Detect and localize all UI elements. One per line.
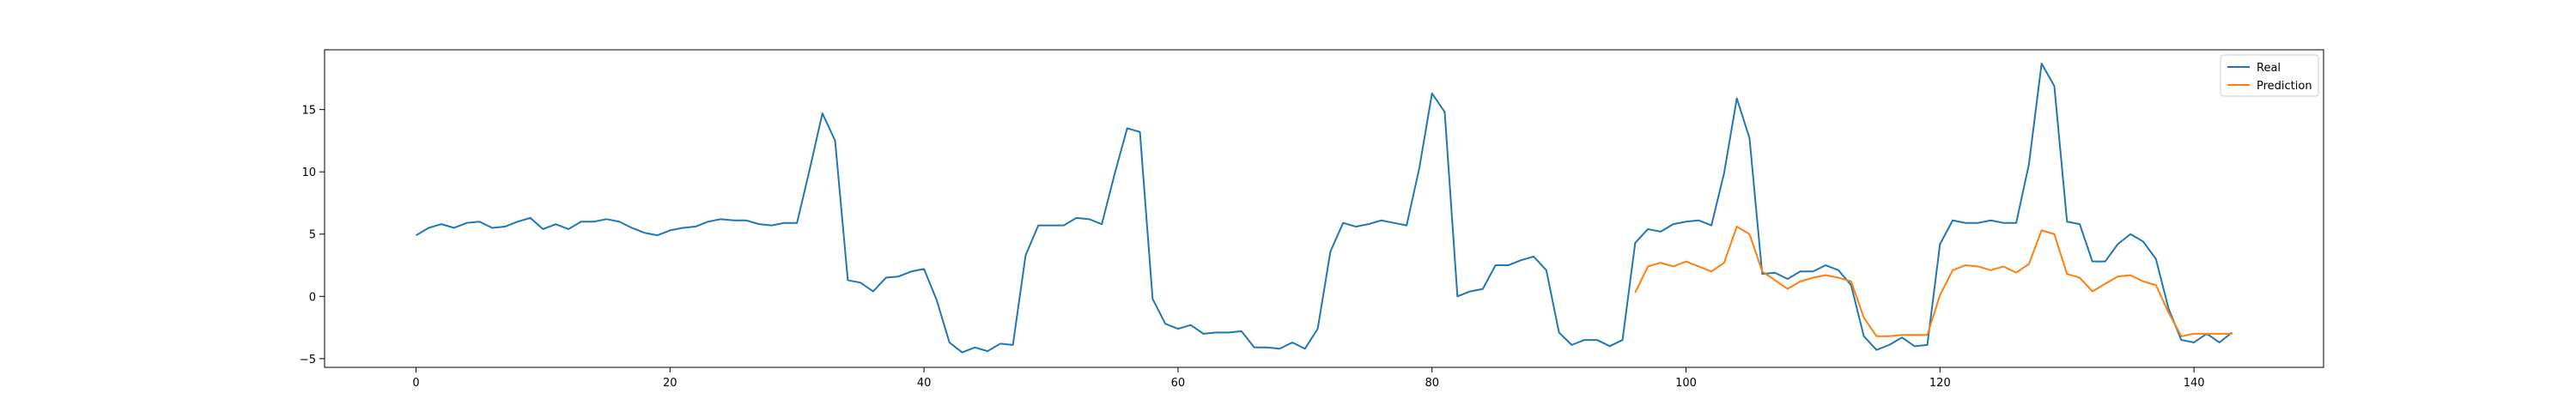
series-line-prediction <box>1634 226 2233 337</box>
y-tick-label: 5 <box>309 229 316 242</box>
x-tick-label: 120 <box>1929 377 1951 390</box>
x-tick-label: 100 <box>1675 377 1697 390</box>
x-tick-label: 140 <box>2184 377 2205 390</box>
x-tick-label: 20 <box>663 377 677 390</box>
y-tick-label: 15 <box>301 105 316 118</box>
y-tick-label: 0 <box>309 291 316 304</box>
x-tick-label: 0 <box>412 377 419 390</box>
series-lines <box>415 62 2233 354</box>
x-tick-label: 40 <box>917 377 932 390</box>
legend: Real Prediction <box>2220 54 2319 97</box>
series-line-real <box>415 62 2233 354</box>
x-tick-label: 80 <box>1425 377 1439 390</box>
y-tick-label: 10 <box>301 167 316 179</box>
x-tick-label: 60 <box>1171 377 1186 390</box>
legend-label-prediction: Prediction <box>2257 80 2312 93</box>
legend-label-real: Real <box>2257 62 2281 75</box>
y-tick-label: −5 <box>300 354 316 367</box>
plot-frame <box>324 49 2324 368</box>
axes: 0 20 40 60 80 100 120 140 −5 0 5 10 15 <box>300 49 2324 390</box>
